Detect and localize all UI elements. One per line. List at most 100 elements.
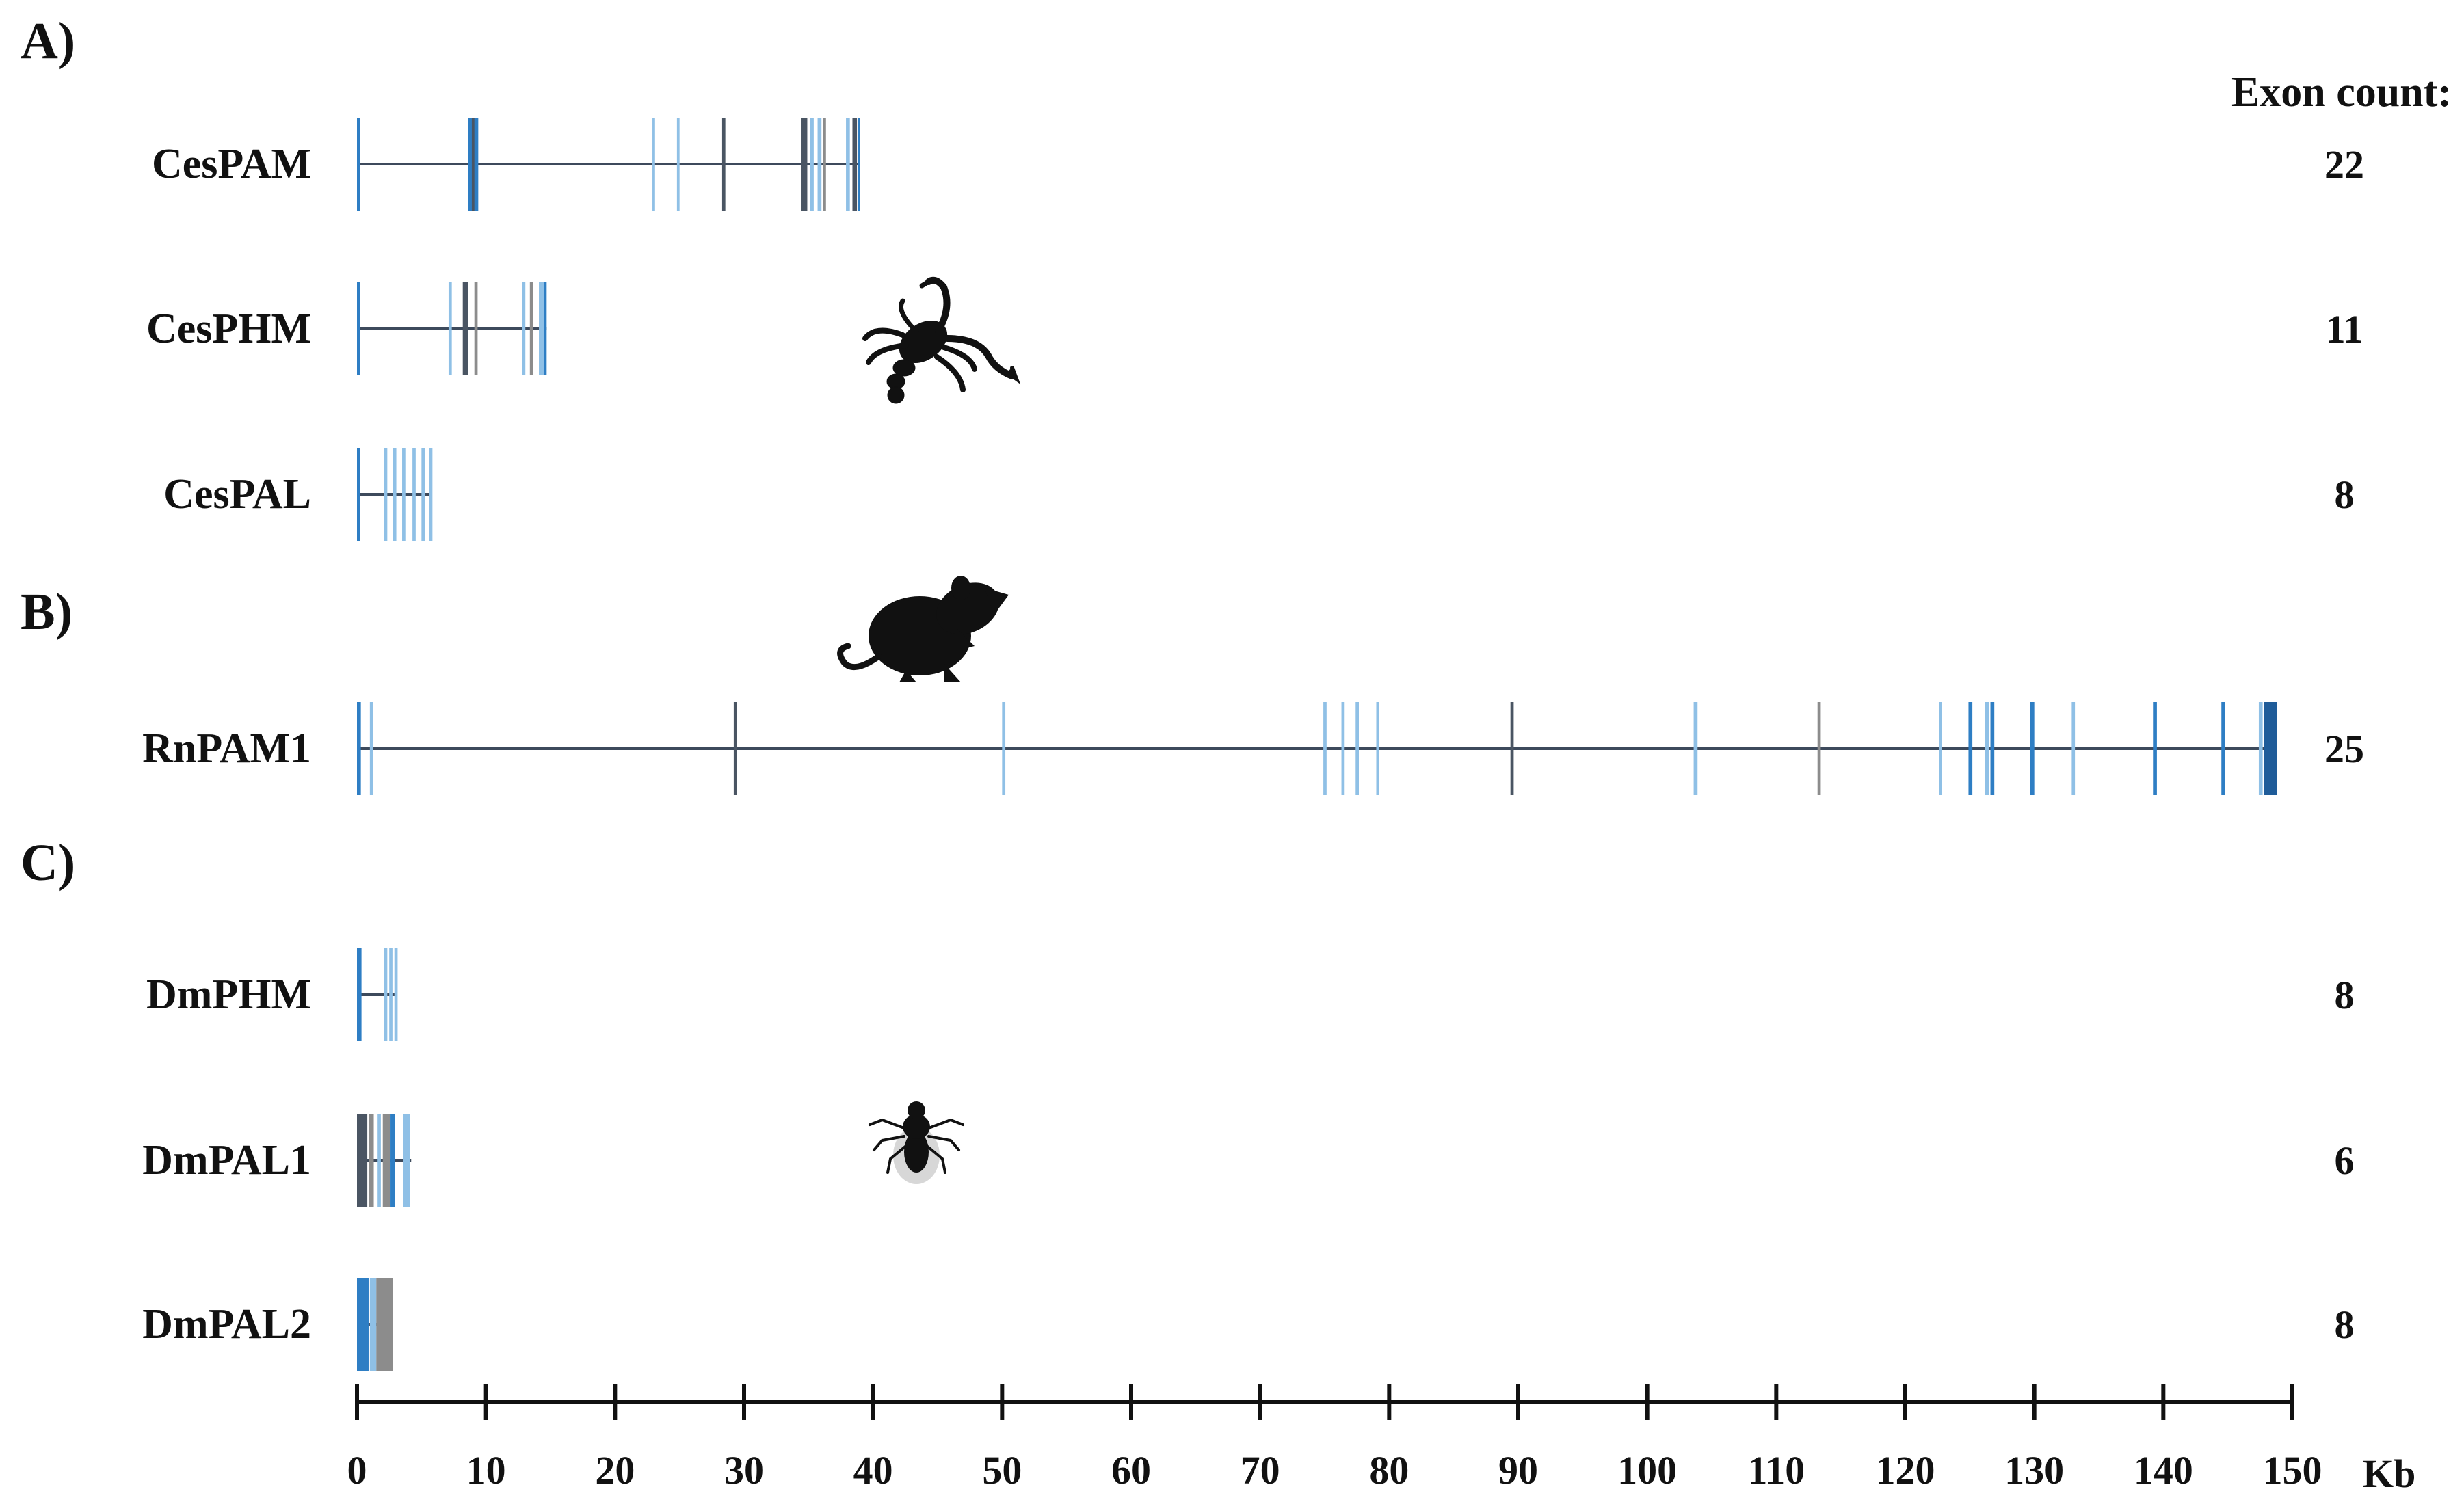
exon-block (2030, 702, 2035, 795)
axis-tick-label: 60 (1111, 1448, 1151, 1492)
exon-block (357, 1114, 368, 1207)
gene-name-label: DmPAL2 (142, 1301, 311, 1348)
exon-block (858, 118, 860, 211)
exon-block (2221, 702, 2225, 795)
axis-tick-label: 110 (1747, 1448, 1805, 1492)
gene-name-label: RnPAM1 (142, 725, 311, 772)
exon-block (357, 282, 360, 375)
gene-row-dmpal1: DmPAL1 6 (142, 1114, 2355, 1207)
gene-name-label: DmPAL1 (142, 1137, 311, 1183)
axis-tick-label: 0 (347, 1448, 367, 1492)
axis-tick-label: 10 (466, 1448, 506, 1492)
exon-block (1968, 702, 1973, 795)
exon-block (817, 118, 822, 211)
exon-block (377, 1114, 381, 1207)
exon-block (1817, 702, 1821, 795)
section-label-c: C) (21, 834, 75, 892)
exon-block (2264, 702, 2277, 795)
exon-block (1693, 702, 1698, 795)
exon-block (1510, 702, 1514, 795)
gene-name-label: CesPAM (152, 141, 311, 187)
axis-tick-label: 40 (853, 1448, 893, 1492)
exon-block (448, 282, 452, 375)
exon-count-value: 8 (2335, 1302, 2355, 1347)
exon-count-value: 11 (2326, 307, 2363, 351)
exon-block (369, 1278, 377, 1371)
axis-unit-label: Kb (2363, 1451, 2415, 1496)
exon-block (1376, 702, 1379, 795)
exon-block (357, 702, 361, 795)
axis-tick-label: 120 (1876, 1448, 1935, 1492)
axis-tick-label: 20 (595, 1448, 635, 1492)
exon-block (402, 448, 406, 541)
exon-block (389, 948, 393, 1041)
exon-block (1939, 702, 1942, 795)
gene-name-label: CesPAL (163, 471, 311, 518)
exon-block (846, 118, 850, 211)
exon-block (652, 118, 655, 211)
gene-name-label: CesPHM (146, 306, 311, 352)
exon-block (462, 282, 468, 375)
exon-block (382, 1114, 391, 1207)
exon-block (852, 118, 858, 211)
exon-block (1985, 702, 1989, 795)
axis-tick-label: 80 (1369, 1448, 1409, 1492)
exon-count-value: 8 (2335, 472, 2355, 517)
axis-tick-label: 70 (1241, 1448, 1280, 1492)
exon-block (429, 448, 433, 541)
exon-block (357, 948, 362, 1041)
exon-block (801, 118, 808, 211)
exon-count-value: 8 (2335, 973, 2355, 1017)
section-label-a: A) (21, 12, 75, 70)
exon-block (529, 282, 533, 375)
exon-block (2258, 702, 2263, 795)
exon-block (522, 282, 526, 375)
axis-tick-label: 30 (724, 1448, 764, 1492)
exon-block (357, 118, 360, 211)
axis-tick-label: 130 (2004, 1448, 2064, 1492)
exon-block (393, 448, 397, 541)
exon-block (365, 1278, 369, 1371)
exon-block (369, 702, 373, 795)
exon-block (544, 282, 547, 375)
exon-block (676, 118, 680, 211)
kb-scale-axis: 0 10 20 30 40 50 60 70 80 90 100 110 120 130 140 150 (347, 1384, 2322, 1492)
exon-block (384, 448, 388, 541)
exon-block (357, 1278, 365, 1371)
exon-block (1002, 702, 1006, 795)
exon-block (394, 948, 398, 1041)
axis-tick-label: 100 (1617, 1448, 1677, 1492)
exon-block (733, 702, 737, 795)
exon-block (412, 448, 416, 541)
exon-block (357, 448, 360, 541)
exon-block (403, 1114, 410, 1207)
exon-count-value: 6 (2335, 1138, 2355, 1183)
exon-count-value: 22 (2324, 142, 2364, 187)
exon-block (376, 1278, 393, 1371)
exon-block (721, 118, 726, 211)
section-label-b: B) (21, 583, 72, 641)
exon-block (384, 948, 388, 1041)
exon-block (421, 448, 425, 541)
exon-block (2153, 702, 2157, 795)
exon-block (390, 1114, 395, 1207)
gene-row-cespal: CesPAL 8 (163, 448, 2355, 541)
exon-block (539, 282, 546, 375)
scorpion-icon (862, 276, 1021, 404)
exon-block (1323, 702, 1327, 795)
exon-block (2071, 702, 2076, 795)
exon-count-header: Exon count: (2231, 69, 2452, 116)
exon-block (471, 118, 475, 211)
fly-icon (869, 1101, 964, 1184)
exon-count-value: 25 (2324, 727, 2364, 771)
gene-row-cesphm: CesPHM 11 (146, 282, 2363, 375)
gene-row-rnpam1: RnPAM1 25 (142, 702, 2364, 795)
exon-block (1990, 702, 1995, 795)
axis-tick-label: 150 (2263, 1448, 2322, 1492)
exon-block (1341, 702, 1345, 795)
exon-block (823, 118, 826, 211)
gene-row-cespam: CesPAM 22 (152, 118, 2364, 211)
axis-tick-label: 50 (982, 1448, 1022, 1492)
gene-name-label: DmPHM (146, 972, 311, 1018)
